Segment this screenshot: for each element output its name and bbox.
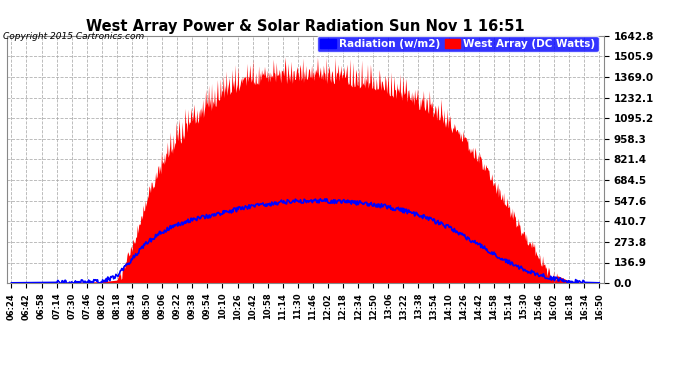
Title: West Array Power & Solar Radiation Sun Nov 1 16:51: West Array Power & Solar Radiation Sun N… [86, 20, 524, 34]
Text: Copyright 2015 Cartronics.com: Copyright 2015 Cartronics.com [3, 32, 145, 41]
Legend: Radiation (w/m2), West Array (DC Watts): Radiation (w/m2), West Array (DC Watts) [317, 36, 598, 52]
